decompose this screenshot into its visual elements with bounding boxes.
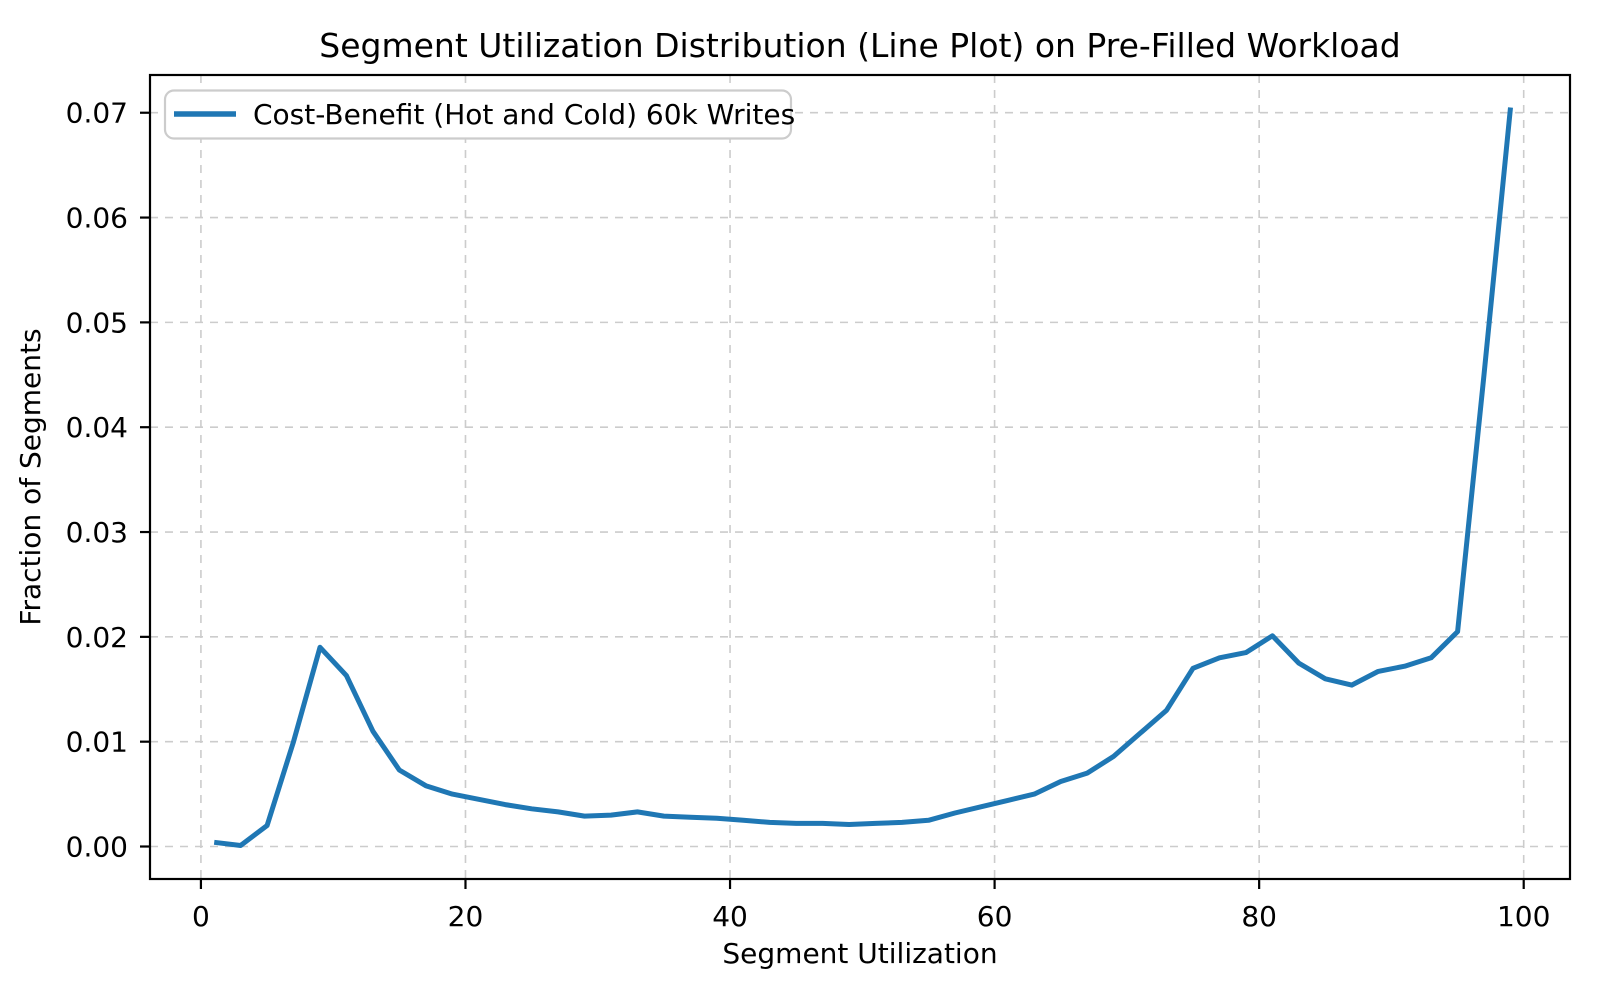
x-tick-label: 0: [192, 900, 210, 933]
x-tick-label: 100: [1497, 900, 1550, 933]
data-line: [213, 107, 1513, 848]
y-tick-label: 0.05: [66, 306, 128, 339]
axis-tick-labels: 0 20 40 60 80 100 0.00 0.01 0.02 0.03 0.04 0.05 0.06…: [66, 97, 1551, 933]
plot-border: [148, 73, 1572, 881]
legend-box: [163, 89, 793, 140]
legend-label: Cost-Benefit (Hot and Cold) 60k Writes: [253, 98, 795, 131]
plot-spines: [148, 73, 1572, 881]
x-tick-label: 80: [1241, 900, 1277, 933]
y-tick-label: 0.03: [66, 516, 128, 549]
axis-ticks: [140, 111, 1525, 889]
y-tick-label: 0.02: [66, 621, 128, 654]
x-tick-label: 40: [712, 900, 748, 933]
data-series: [213, 107, 1513, 848]
y-tick-label: 0.04: [66, 411, 128, 444]
chart-title: Segment Utilization Distribution (Line P…: [319, 26, 1400, 65]
y-axis-label: Fraction of Segments: [14, 328, 47, 625]
gridlines: [150, 75, 1570, 879]
y-tick-label: 0.01: [66, 726, 128, 759]
x-tick-label: 20: [448, 900, 484, 933]
y-tick-label: 0.06: [66, 202, 128, 235]
y-tick-label: 0.00: [66, 831, 128, 864]
x-axis-label: Segment Utilization: [722, 937, 997, 970]
x-tick-label: 60: [977, 900, 1013, 933]
y-tick-label: 0.07: [66, 97, 128, 130]
legend: Cost-Benefit (Hot and Cold) 60k Writes: [163, 89, 795, 140]
